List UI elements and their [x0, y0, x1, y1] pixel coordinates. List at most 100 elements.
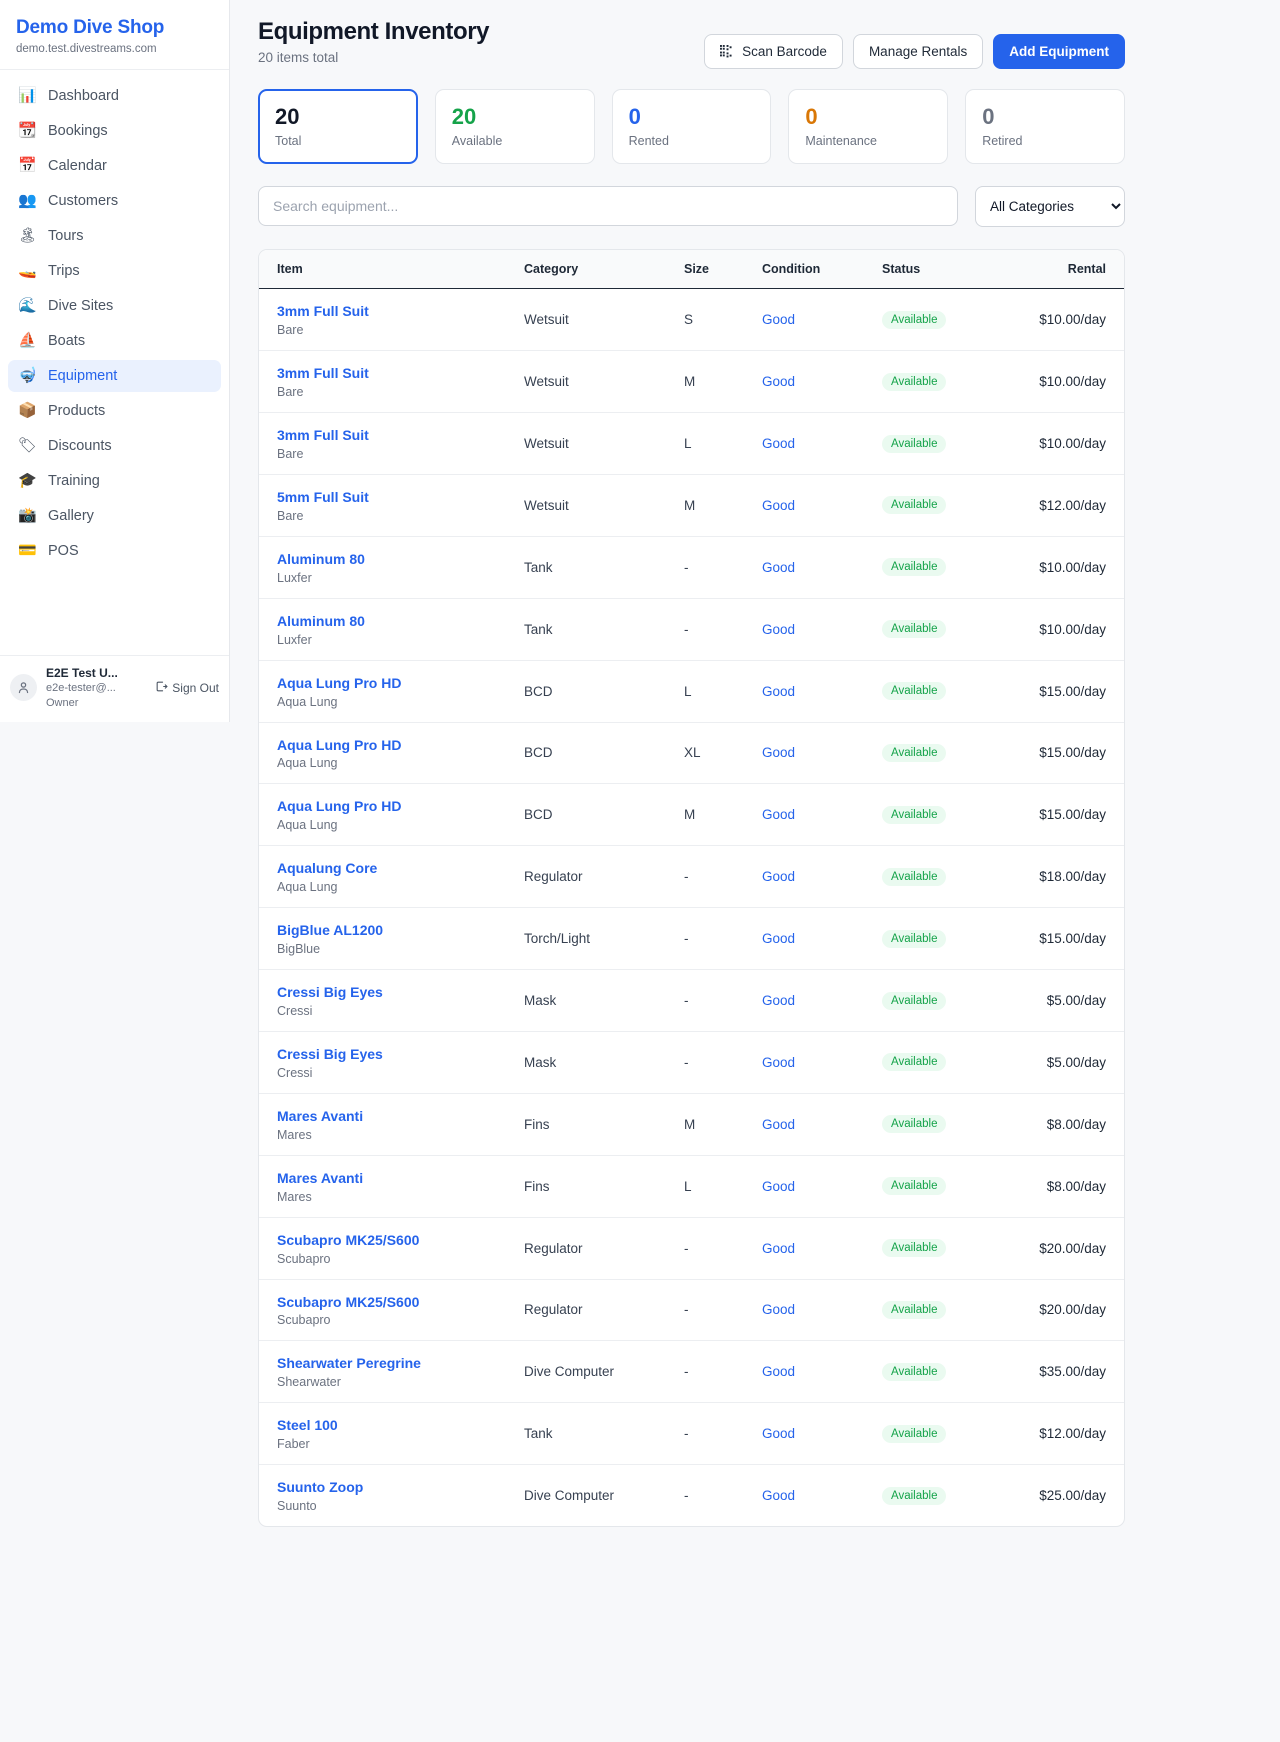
stat-card-retired[interactable]: 0 Retired [965, 89, 1125, 165]
table-row[interactable]: Cressi Big Eyes Cressi Mask - Good Available $… [259, 969, 1124, 1032]
sidebar-item-dashboard[interactable]: 📊 Dashboard [8, 80, 221, 112]
sidebar-item-discounts[interactable]: 🏷 Discounts [8, 430, 221, 462]
sidebar-item-dive-sites[interactable]: 🌊 Dive Sites [8, 290, 221, 322]
column-header-rental[interactable]: Rental [1032, 250, 1124, 290]
item-name-link[interactable]: Aqua Lung Pro HD [277, 736, 402, 753]
item-name-link[interactable]: 5mm Full Suit [277, 488, 369, 505]
column-header-condition[interactable]: Condition [762, 250, 882, 290]
item-name-link[interactable]: 3mm Full Suit [277, 303, 369, 320]
search-input[interactable] [258, 186, 958, 227]
table-row[interactable]: 3mm Full Suit Bare Wetsuit M Good Available $1… [259, 350, 1124, 414]
sidebar-item-boats[interactable]: ⛵ Boats [8, 325, 221, 357]
condition-link[interactable]: Good [762, 1116, 796, 1132]
cell-size: - [684, 845, 762, 909]
item-name-link[interactable]: Scubapro MK25/S600 [277, 1231, 420, 1248]
scan-barcode-button[interactable]: Scan Barcode [704, 34, 843, 69]
table-row[interactable]: Scubapro MK25/S600 Scubapro Regulator - Good… [259, 1217, 1124, 1280]
stat-card-total[interactable]: 20 Total [258, 89, 418, 165]
sign-out-button[interactable]: Sign Out [155, 680, 219, 696]
item-name-link[interactable]: Steel 100 [277, 1417, 338, 1434]
cell-size: M [684, 1093, 762, 1156]
brand-block[interactable]: Demo Dive Shop demo.test.divestreams.com [0, 0, 229, 70]
cell-rental: $5.00/day [1032, 969, 1124, 1032]
manage-rentals-button[interactable]: Manage Rentals [852, 34, 984, 69]
item-name-link[interactable]: Mares Avanti [277, 1107, 364, 1124]
table-row[interactable]: Aqua Lung Pro HD Aqua Lung BCD M Good Availab… [259, 783, 1124, 847]
condition-link[interactable]: Good [762, 1488, 796, 1504]
sidebar-item-tours[interactable]: 🏝 Tours [8, 220, 221, 252]
item-name-link[interactable]: 3mm Full Suit [277, 365, 369, 382]
column-header-item[interactable]: Item [259, 250, 524, 290]
stat-value: 0 [805, 104, 818, 129]
sidebar-item-bookings[interactable]: 📆 Bookings [8, 115, 221, 147]
condition-link[interactable]: Good [762, 436, 796, 452]
item-name-link[interactable]: Suunto Zoop [277, 1479, 364, 1496]
table-row[interactable]: Aluminum 80 Luxfer Tank - Good Available $10.0… [259, 536, 1124, 599]
condition-link[interactable]: Good [762, 1178, 796, 1194]
table-row[interactable]: 3mm Full Suit Bare Wetsuit S Good Available $1… [259, 288, 1124, 352]
sidebar-item-gallery[interactable]: 📸 Gallery [8, 500, 221, 532]
item-name-link[interactable]: Cressi Big Eyes [277, 984, 383, 1001]
item-name-link[interactable]: Shearwater Peregrine [277, 1355, 421, 1372]
item-name-link[interactable]: Cressi Big Eyes [277, 1045, 383, 1062]
condition-link[interactable]: Good [762, 559, 796, 575]
cell-rental: $15.00/day [1032, 907, 1124, 971]
column-header-status[interactable]: Status [882, 250, 1032, 290]
cell-status: Available [882, 1340, 1032, 1404]
column-header-category[interactable]: Category [524, 250, 684, 290]
sidebar-item-customers[interactable]: 👥 Customers [8, 185, 221, 217]
condition-link[interactable]: Good [762, 312, 796, 328]
condition-link[interactable]: Good [762, 1240, 796, 1256]
sidebar-item-training[interactable]: 🎓 Training [8, 465, 221, 497]
sidebar-item-trips[interactable]: 🚤 Trips [8, 255, 221, 287]
condition-link[interactable]: Good [762, 374, 796, 390]
condition-link[interactable]: Good [762, 993, 796, 1009]
sidebar-item-pos[interactable]: 💳 POS [8, 535, 221, 567]
item-name-link[interactable]: Aqua Lung Pro HD [277, 674, 402, 691]
add-equipment-button[interactable]: Add Equipment [993, 34, 1125, 69]
table-row[interactable]: Aqua Lung Pro HD Aqua Lung BCD L Good Availab… [259, 660, 1124, 723]
item-name-link[interactable]: BigBlue AL1200 [277, 922, 384, 939]
condition-link[interactable]: Good [762, 1302, 796, 1318]
item-name-link[interactable]: Scubapro MK25/S600 [277, 1293, 420, 1310]
table-row[interactable]: 3mm Full Suit Bare Wetsuit L Good Available $1… [259, 412, 1124, 475]
condition-link[interactable]: Good [762, 869, 796, 885]
sidebar-item-calendar[interactable]: 📅 Calendar [8, 150, 221, 182]
condition-link[interactable]: Good [762, 1054, 796, 1070]
condition-link[interactable]: Good [762, 683, 796, 699]
table-row[interactable]: Aluminum 80 Luxfer Tank - Good Available $10.0… [259, 598, 1124, 661]
item-name-link[interactable]: Aqua Lung Pro HD [277, 798, 402, 815]
sidebar-item-equipment[interactable]: 🤿 Equipment [8, 359, 221, 392]
condition-link[interactable]: Good [762, 1364, 796, 1380]
item-name-link[interactable]: Aqualung Core [277, 860, 378, 877]
table-row[interactable]: BigBlue AL1200 BigBlue Torch/Light - Good Ava… [259, 907, 1124, 971]
item-name-link[interactable]: Aluminum 80 [277, 612, 365, 629]
table-row[interactable]: Steel 100 Faber Tank - Good Available $12.00/d… [259, 1402, 1124, 1466]
condition-link[interactable]: Good [762, 745, 796, 761]
table-row[interactable]: Aqualung Core Aqua Lung Regulator - Good Avai… [259, 845, 1124, 909]
cell-item: Cressi Big Eyes Cressi [259, 1031, 524, 1094]
table-row[interactable]: 5mm Full Suit Bare Wetsuit M Good Available $1… [259, 474, 1124, 537]
stat-card-maintenance[interactable]: 0 Maintenance [788, 89, 949, 165]
table-row[interactable]: Aqua Lung Pro HD Aqua Lung BCD XL Good Availa… [259, 722, 1124, 785]
condition-link[interactable]: Good [762, 931, 796, 947]
cell-status: Available [882, 598, 1032, 661]
condition-link[interactable]: Good [762, 1426, 796, 1442]
stat-card-available[interactable]: 20 Available [434, 89, 595, 165]
item-name-link[interactable]: Mares Avanti [277, 1169, 364, 1186]
table-row[interactable]: Suunto Zoop Suunto Dive Computer - Good Avail… [259, 1465, 1124, 1526]
table-row[interactable]: Mares Avanti Mares Fins M Good Available $8.00… [259, 1093, 1124, 1156]
table-row[interactable]: Scubapro MK25/S600 Scubapro Regulator - Good… [259, 1279, 1124, 1342]
condition-link[interactable]: Good [762, 807, 796, 823]
table-row[interactable]: Mares Avanti Mares Fins L Good Available $8.00… [259, 1155, 1124, 1218]
item-name-link[interactable]: Aluminum 80 [277, 550, 365, 567]
condition-link[interactable]: Good [762, 497, 796, 513]
table-row[interactable]: Cressi Big Eyes Cressi Mask - Good Available $… [259, 1031, 1124, 1094]
sidebar-item-products[interactable]: 📦 Products [8, 395, 221, 427]
column-header-size[interactable]: Size [684, 250, 762, 290]
category-filter-select[interactable]: All Categories [975, 186, 1125, 228]
condition-link[interactable]: Good [762, 621, 796, 637]
stat-card-rented[interactable]: 0 Rented [611, 89, 772, 165]
table-row[interactable]: Shearwater Peregrine Shearwater Dive Compu… [259, 1340, 1124, 1404]
item-name-link[interactable]: 3mm Full Suit [277, 427, 369, 444]
